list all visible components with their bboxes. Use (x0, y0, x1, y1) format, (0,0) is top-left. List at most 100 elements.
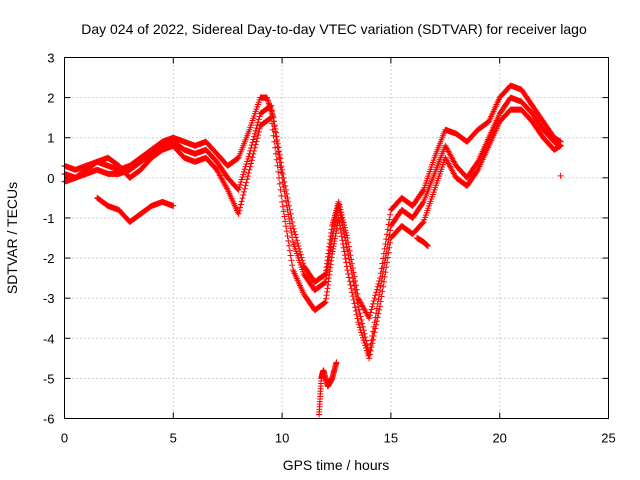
data-point (356, 324, 363, 331)
y-tick-label: -5 (43, 371, 55, 386)
data-point (248, 142, 255, 149)
data-point (251, 130, 258, 137)
data-point (377, 298, 384, 305)
data-point (249, 154, 256, 161)
data-point (289, 262, 296, 269)
data-point (278, 192, 285, 199)
data-point (276, 159, 283, 166)
data-point (286, 242, 293, 249)
data-point (373, 318, 380, 325)
data-point (352, 287, 359, 294)
data-point (350, 296, 357, 303)
data-point (374, 314, 381, 321)
x-tick-label: 20 (492, 431, 506, 446)
data-point (250, 151, 257, 158)
data-point (281, 213, 288, 220)
data-point (296, 248, 303, 255)
data-point (279, 198, 286, 205)
data-point (382, 269, 389, 276)
data-point (356, 310, 363, 317)
data-point (287, 252, 294, 259)
data-point (321, 279, 328, 286)
data-point (355, 303, 362, 310)
data-point (341, 252, 348, 259)
data-point (368, 306, 375, 313)
data-point (244, 173, 251, 180)
y-tick-label: 3 (47, 51, 54, 66)
data-point (372, 325, 379, 332)
data-point (236, 184, 243, 191)
data-point (321, 299, 328, 306)
data-point (343, 259, 350, 266)
data-point (335, 202, 342, 209)
data-point (419, 200, 426, 207)
data-point (362, 342, 369, 349)
data-point (255, 119, 262, 126)
data-point (267, 115, 274, 122)
data-point (357, 326, 364, 333)
data-point (275, 168, 282, 175)
data-point (349, 275, 356, 282)
data-point (366, 355, 373, 362)
data-point (338, 233, 345, 240)
y-tick-label: -3 (43, 291, 55, 306)
data-point (268, 120, 275, 127)
data-point (367, 347, 374, 354)
data-point (275, 148, 282, 155)
data-point (270, 132, 277, 139)
x-tick-label: 25 (601, 431, 615, 446)
data-point (253, 124, 260, 131)
data-point (293, 237, 300, 244)
data-point (248, 160, 255, 167)
data-point (350, 279, 357, 286)
data-point (359, 320, 366, 327)
data-point (375, 310, 382, 317)
data-point (557, 172, 564, 179)
data-point (345, 255, 352, 262)
y-tick-label: 0 (47, 171, 54, 186)
data-point (358, 329, 365, 336)
data-point (256, 113, 263, 120)
data-point (252, 127, 259, 134)
data-point (384, 254, 391, 261)
data-point (294, 240, 301, 247)
data-point (369, 303, 376, 310)
data-point (249, 139, 256, 146)
series-track-3 (61, 106, 564, 362)
data-point (419, 219, 426, 226)
data-point (274, 162, 281, 169)
data-point (356, 306, 363, 313)
data-point (354, 299, 361, 306)
data-point (424, 243, 431, 250)
data-point (268, 114, 275, 121)
data-point (237, 204, 244, 211)
data-point (236, 207, 243, 214)
data-point (283, 228, 290, 235)
data-point (297, 251, 304, 258)
data-point (372, 292, 379, 299)
data-point (282, 223, 289, 230)
data-point (285, 237, 292, 244)
series-track-4 (94, 194, 177, 225)
data-point (363, 345, 370, 352)
series-track-6 (414, 172, 564, 250)
data-point (377, 303, 384, 310)
data-point (336, 209, 343, 216)
data-point (288, 229, 295, 236)
data-point (357, 313, 364, 320)
data-point (557, 142, 564, 149)
data-point (371, 295, 378, 302)
data-point (279, 203, 286, 210)
data-point (235, 210, 242, 217)
y-tick-label: 2 (47, 91, 54, 106)
data-point (240, 192, 247, 199)
data-point (251, 144, 258, 151)
data-point (387, 211, 394, 218)
data-point (235, 186, 242, 193)
data-point (341, 248, 348, 255)
data-point (337, 226, 344, 233)
data-point (272, 144, 279, 151)
data-point (254, 135, 261, 142)
data-point (253, 138, 260, 145)
data-point (345, 274, 352, 281)
